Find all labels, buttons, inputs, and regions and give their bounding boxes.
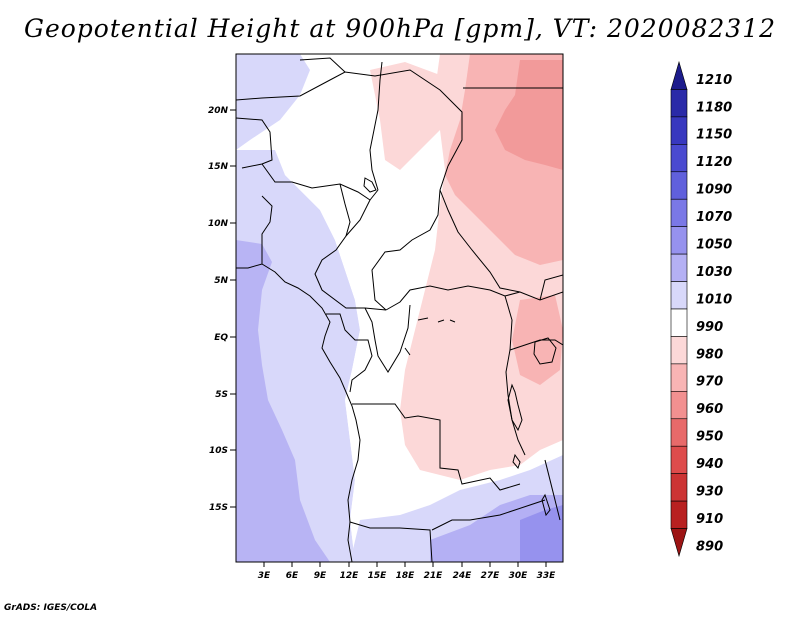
grads-credit: GrADS: IGES/COLA <box>4 603 98 613</box>
colorbar-level-label: 990 <box>696 320 723 335</box>
lat-label: EQ <box>214 333 228 343</box>
border-malawi <box>544 459 561 521</box>
lon-label: 30E <box>509 571 529 581</box>
colorbar-swatch <box>670 171 688 200</box>
lon-label: 12E <box>340 571 360 581</box>
colorbar-level-label: 940 <box>696 457 723 472</box>
lake-tanganyika <box>507 383 523 432</box>
lon-axis: 3E 6E 9E 12E 15E 18E 21E 24E 27E 30E 33E <box>258 562 556 581</box>
lake-victoria <box>533 337 557 365</box>
border-north-1 <box>236 69 463 167</box>
colorbar-level-label: 1120 <box>696 155 732 170</box>
colorbar-swatch <box>670 445 688 474</box>
colorbar-level-label: 950 <box>696 430 723 445</box>
colorbar-swatch <box>670 418 688 447</box>
colorbar-level-label: 930 <box>696 485 723 500</box>
colorbar-swatch <box>670 528 688 558</box>
coastline-west <box>236 263 361 562</box>
river-congo <box>404 317 456 356</box>
colorbar-swatch <box>670 144 688 173</box>
colorbar-swatch <box>670 336 688 365</box>
colorbar-level-label: 1210 <box>696 73 732 88</box>
colorbar-level-label: 980 <box>696 347 723 362</box>
lon-label: 6E <box>286 571 299 581</box>
border-angola-s <box>349 521 433 562</box>
colorbar-swatch <box>670 89 688 118</box>
colorbar-swatch <box>670 198 688 227</box>
field-ocean-darkblue <box>236 240 330 562</box>
lon-label: 33E <box>537 571 557 581</box>
colorbar-level-label: 1050 <box>696 238 732 253</box>
lake-chad <box>363 177 377 193</box>
lon-label: 15E <box>368 571 388 581</box>
border-drc-e <box>504 295 526 456</box>
colorbar-level-label: 960 <box>696 402 723 417</box>
lat-label: 5N <box>214 276 228 286</box>
field-central-white <box>280 70 445 562</box>
border-zambia <box>431 499 546 531</box>
lon-label: 18E <box>396 571 416 581</box>
lon-label: 9E <box>314 571 327 581</box>
lat-label: 10N <box>208 219 229 229</box>
colorbar-level-label: 890 <box>696 539 723 554</box>
field-west-lightblue <box>236 54 310 150</box>
lat-label: 15S <box>209 503 228 513</box>
border-sahel-1 <box>261 163 379 201</box>
colorbar-level-label: 1180 <box>696 100 732 115</box>
colorbar-swatch <box>670 308 688 337</box>
colorbar-swatch <box>670 60 688 90</box>
lon-label: 21E <box>424 571 444 581</box>
border-chad-e <box>371 165 449 311</box>
colorbar-swatch <box>670 363 688 392</box>
colorbar-swatch <box>670 391 688 420</box>
lat-label: 5S <box>215 390 228 400</box>
border-gabon <box>326 313 373 393</box>
field-southeast-purple <box>520 505 563 562</box>
border-north-2 <box>299 57 346 73</box>
colorbar-swatch <box>670 281 688 310</box>
lat-label: 10S <box>209 446 228 456</box>
colorbar-swatch <box>670 253 688 282</box>
colorbar-level-label: 1090 <box>696 183 732 198</box>
lake-malawi <box>541 493 551 517</box>
colorbar-swatch <box>670 226 688 255</box>
borders <box>236 57 563 562</box>
lat-label: 20N <box>208 106 229 116</box>
colorbar-level-label: 970 <box>696 375 723 390</box>
lake-mweru <box>512 453 521 470</box>
border-congo <box>364 304 411 373</box>
colorbar: 1210 1180 1150 1120 1090 1070 1050 1030 1010 990 9… <box>670 60 732 558</box>
colorbar-level-label: 910 <box>696 512 723 527</box>
field-upper-pink <box>370 62 440 170</box>
border-nigeria-e <box>314 183 387 311</box>
colorbar-level-label: 1030 <box>696 265 732 280</box>
border-nigeria <box>261 195 273 264</box>
border-drc-w <box>352 403 521 491</box>
colorbar-swatch <box>670 473 688 502</box>
border-east-2 <box>539 274 563 301</box>
lon-label: 24E <box>453 571 473 581</box>
colorbar-level-label: 1010 <box>696 292 732 307</box>
colorbar-level-label: 1070 <box>696 210 732 225</box>
border-nw <box>236 117 273 169</box>
lat-axis: 20N 15N 10N 5N EQ 5S 10S 15S <box>208 106 236 513</box>
colorbar-swatch <box>670 116 688 145</box>
lon-label: 27E <box>481 571 501 581</box>
border-sudan <box>439 189 563 301</box>
chart-title: Geopotential Height at 900hPa [gpm], VT:… <box>23 14 777 43</box>
lat-label: 15N <box>208 162 229 172</box>
map-frame <box>235 53 564 563</box>
border-cameroon <box>345 199 371 237</box>
colorbar-swatch <box>670 500 688 529</box>
colorbar-level-label: 1150 <box>696 128 732 143</box>
lon-label: 3E <box>258 571 271 581</box>
border-car <box>385 285 521 311</box>
border-chad-w <box>369 61 383 191</box>
